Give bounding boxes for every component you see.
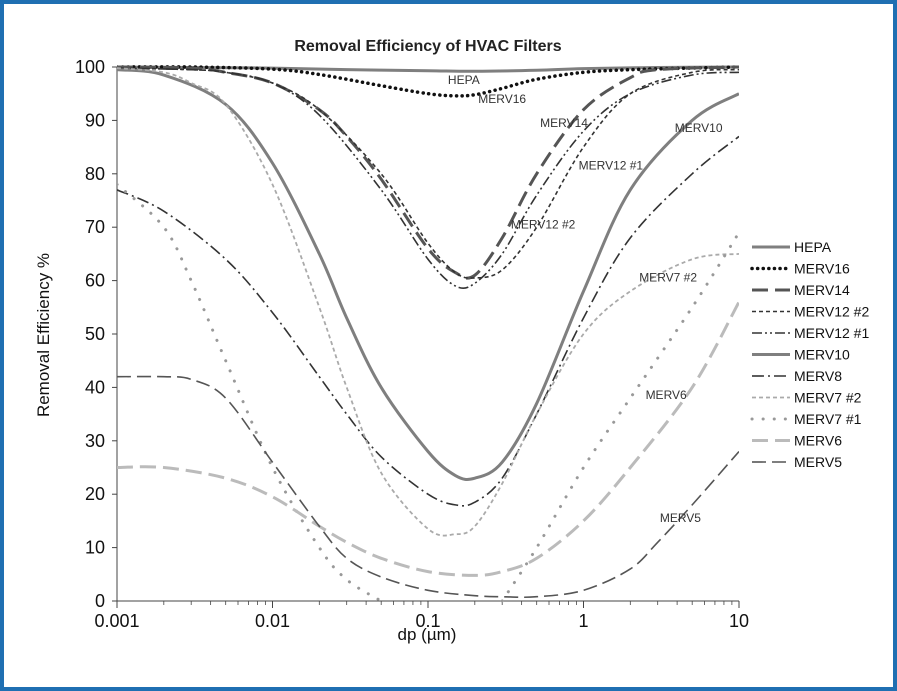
y-tick-label: 100 [75,57,105,77]
annotation-merv14: MERV14 [540,116,588,130]
y-tick-label: 80 [85,164,105,184]
series-line-merv8 [117,135,739,507]
legend-label-merv14: MERV14 [794,282,850,298]
series-line-merv14 [117,65,739,280]
y-tick-label: 70 [85,217,105,237]
x-tick-label: 1 [578,611,588,631]
annotation-merv12-1: MERV12 #1 [579,159,644,173]
y-tick-label: 90 [85,110,105,130]
series-line-merv5 [117,375,739,599]
annotation-hepa: HEPA [448,73,480,87]
series-line-merv10 [117,68,739,481]
annotation-merv7-2: MERV7 #2 [639,271,697,285]
legend: HEPA MERV16 MERV14 MERV12 #2 MERV12 #1 MERV10… [750,239,869,470]
y-tick-label: 40 [85,377,105,397]
legend-label-merv10: MERV10 [794,347,850,363]
legend-label-merv16: MERV16 [794,261,850,277]
annotation-merv6: MERV6 [646,388,687,402]
x-tick-label: 0.01 [255,611,290,631]
legend-label-merv7-2: MERV7 #2 [794,390,862,406]
y-tick-label: 10 [85,538,105,558]
series-line-merv6 [117,301,739,577]
x-tick-label: 0.1 [415,611,440,631]
series-line-merv7-1-upper [500,231,739,603]
y-axis-title: Removal Efficiency % [34,253,53,417]
series-line-merv7-1 [117,182,383,603]
y-tick-label: 20 [85,484,105,504]
annotation-merv5: MERV5 [660,511,701,525]
series-line-merv12-1 [117,67,739,290]
x-tick-label: 0.001 [94,611,139,631]
legend-label-merv12-2: MERV12 #2 [794,304,869,320]
series-line-merv7-2 [117,67,739,537]
y-tick-label: 30 [85,431,105,451]
legend-label-merv5: MERV5 [794,454,842,470]
annotation-merv12-2: MERV12 #2 [511,217,576,231]
series-line-merv12-2 [117,67,739,279]
legend-label-merv7-1: MERV7 #1 [794,411,862,427]
y-tick-label: 60 [85,271,105,291]
x-axis-title: dp (µm) [398,625,457,644]
legend-label-merv12-1: MERV12 #1 [794,325,869,341]
plot-area: 0 10 20 30 40 50 60 70 80 90 100 0.001 0.01 0.1 1 10 HEP… [75,57,749,631]
y-tick-label: 50 [85,324,105,344]
legend-label-merv8: MERV8 [794,368,842,384]
annotation-merv10: MERV10 [675,121,723,135]
annotation-merv16: MERV16 [478,92,526,106]
y-tick-label: 0 [95,591,105,611]
x-tick-label: 10 [729,611,749,631]
legend-label-merv6: MERV6 [794,433,842,449]
chart-title: Removal Efficiency of HVAC Filters [294,38,561,55]
series-line-merv16 [117,65,739,98]
legend-label-hepa: HEPA [794,239,832,255]
